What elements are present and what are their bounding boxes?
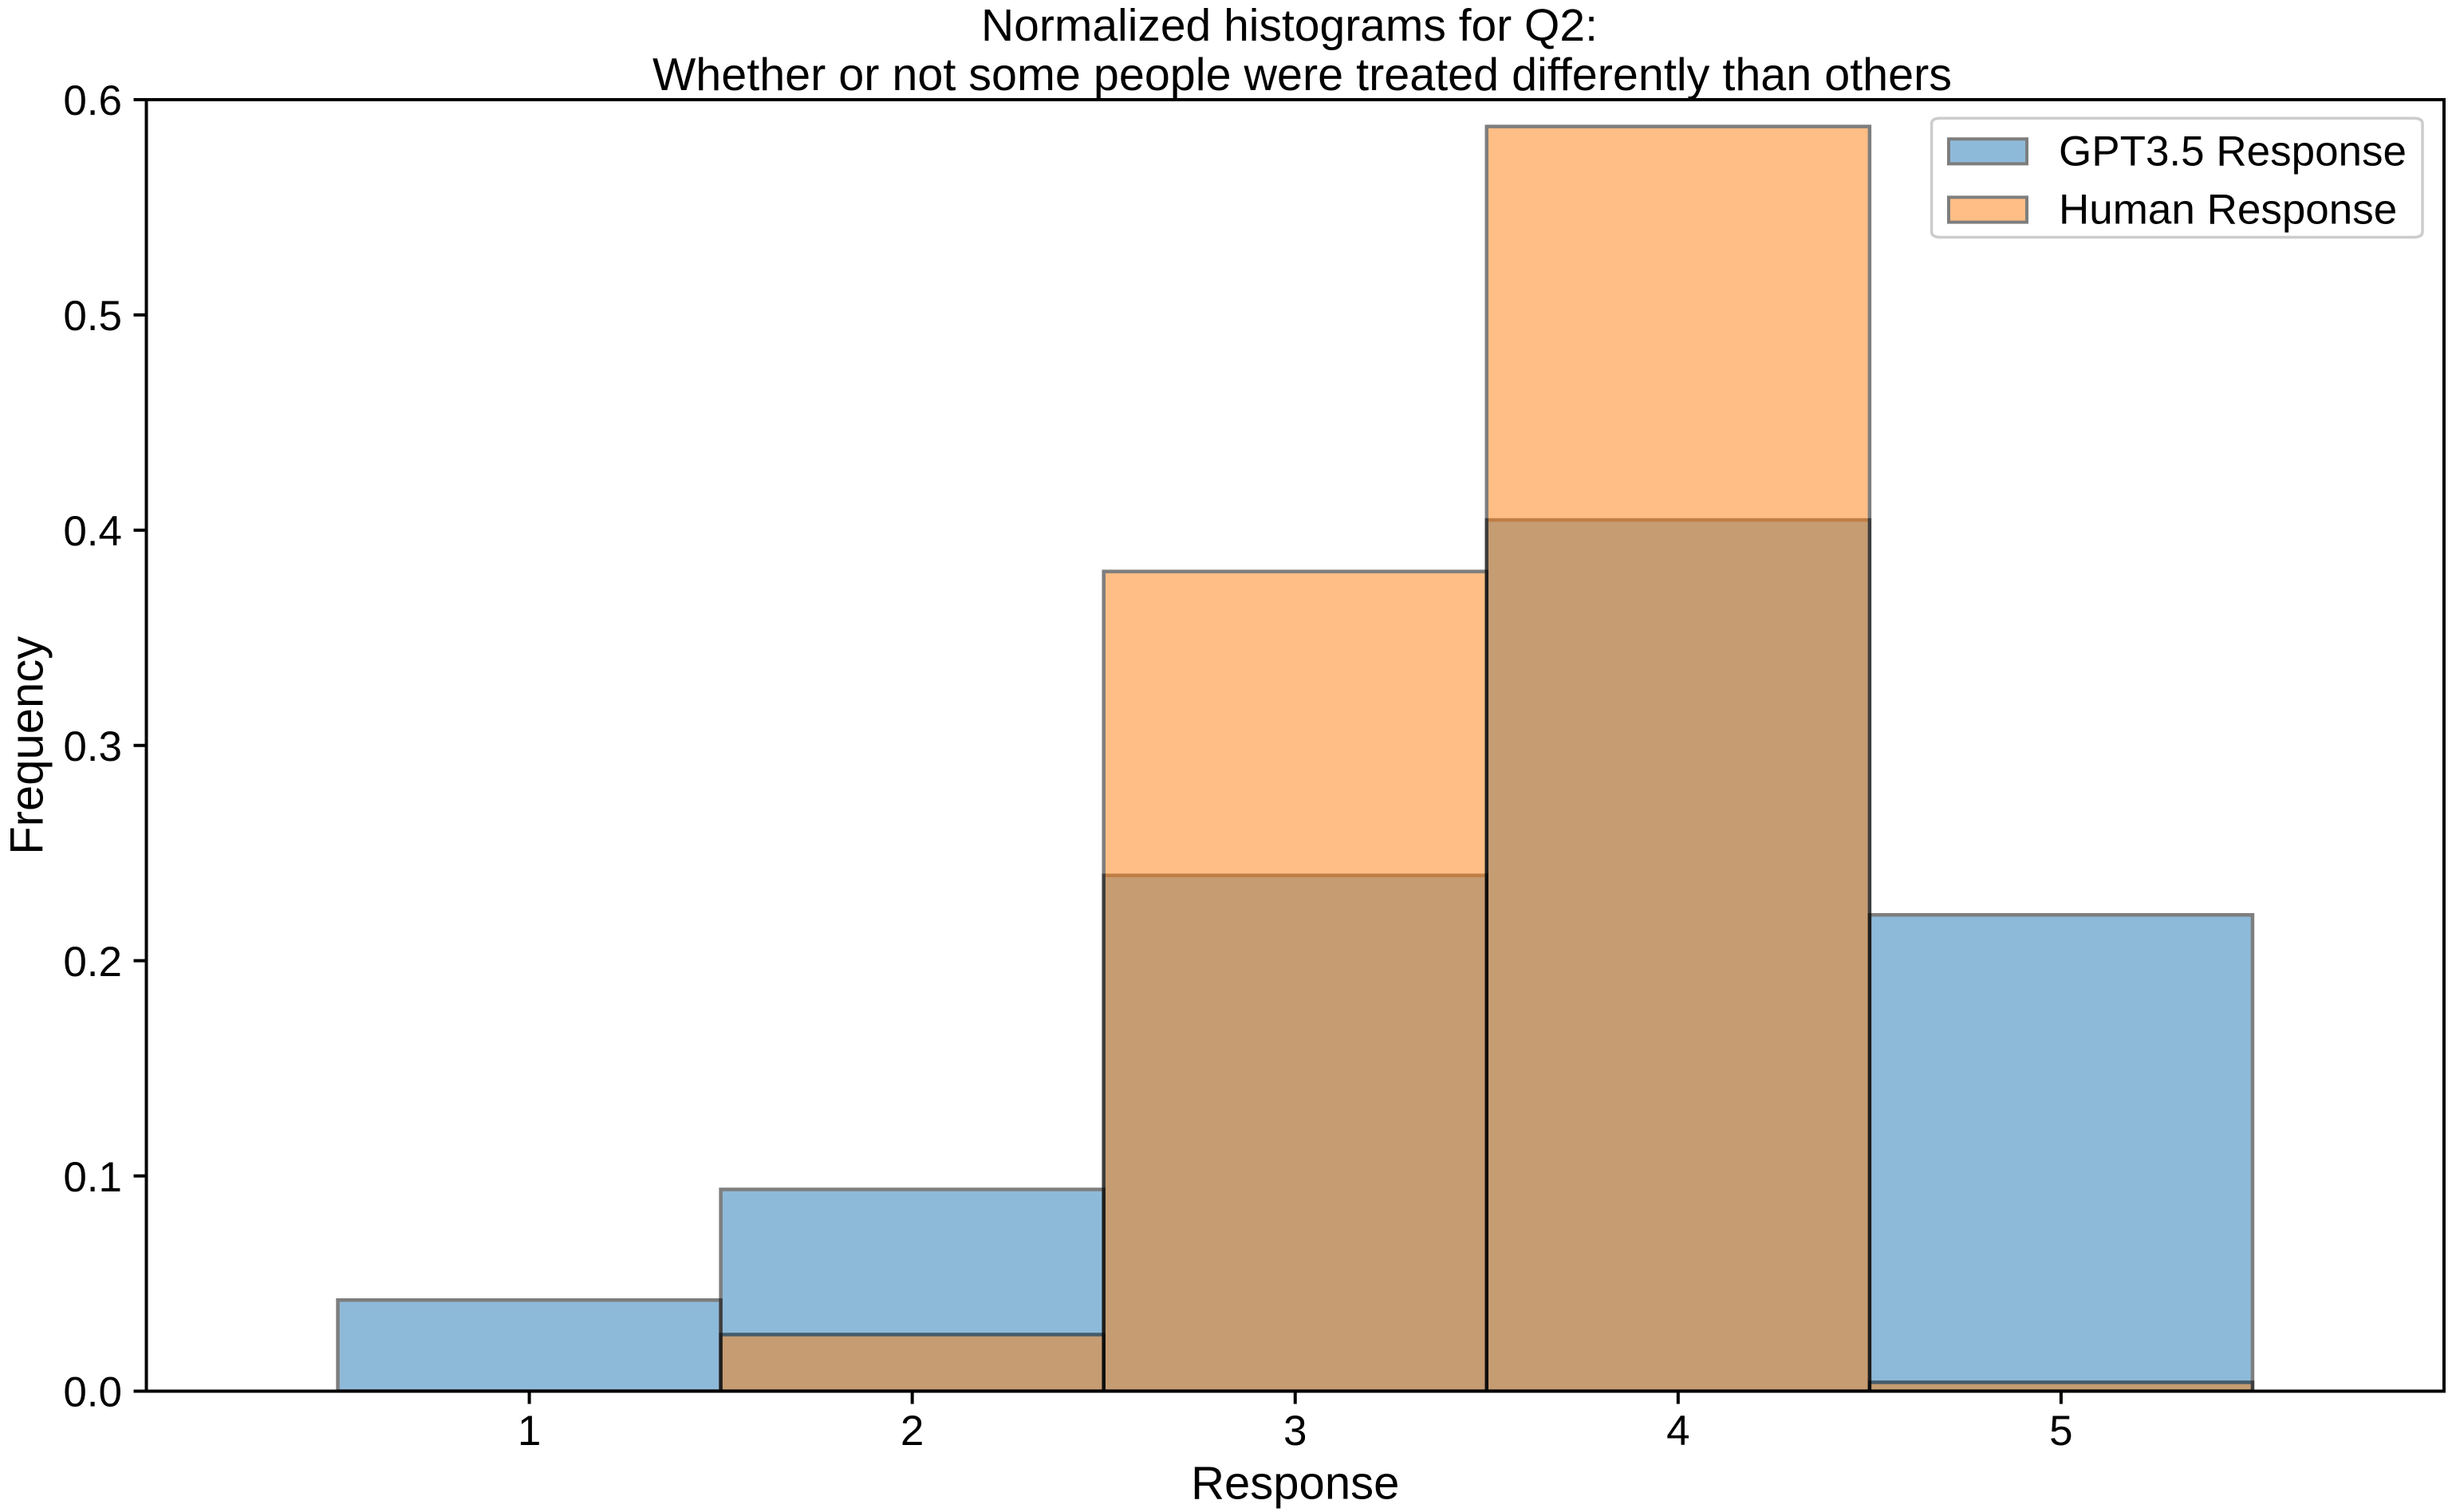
svg-text:2: 2	[901, 1408, 924, 1455]
svg-text:Response: Response	[1191, 1457, 1399, 1509]
svg-text:0.3: 0.3	[63, 723, 122, 770]
svg-text:1: 1	[518, 1408, 541, 1455]
svg-text:GPT3.5 Response: GPT3.5 Response	[2059, 128, 2407, 175]
svg-text:Frequency: Frequency	[1, 636, 53, 855]
svg-text:0.2: 0.2	[63, 939, 122, 986]
svg-text:0.4: 0.4	[63, 508, 122, 555]
svg-text:3: 3	[1283, 1408, 1307, 1455]
svg-text:Whether or not some people wer: Whether or not some people were treated …	[652, 49, 1952, 100]
svg-text:5: 5	[2049, 1408, 2072, 1455]
svg-text:4: 4	[1666, 1408, 1689, 1455]
svg-text:Normalized histograms for Q2:: Normalized histograms for Q2:	[981, 0, 1598, 51]
svg-text:0.6: 0.6	[63, 77, 122, 124]
svg-text:0.0: 0.0	[63, 1369, 122, 1416]
svg-text:0.1: 0.1	[63, 1154, 122, 1201]
svg-text:Human Response: Human Response	[2059, 187, 2397, 234]
svg-text:0.5: 0.5	[63, 293, 122, 340]
